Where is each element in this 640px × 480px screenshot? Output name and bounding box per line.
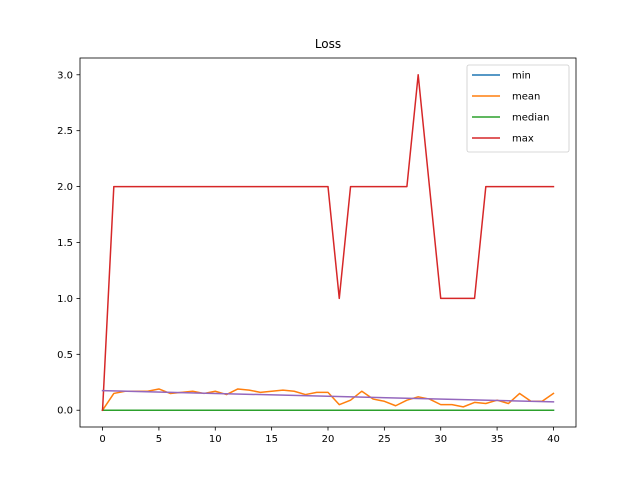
y-tick-label-5: 2.5 (57, 126, 73, 137)
legend-label-mean: mean (512, 92, 540, 103)
axes: 0 5 10 15 20 25 30 35 40 0.0 0.5 1.0 1.5 2.0 2.5 3.0 (57, 57, 577, 445)
x-tick-label-15: 15 (265, 434, 278, 445)
legend-label-max: max (512, 134, 534, 145)
x-tick-label-30: 30 (434, 434, 447, 445)
x-tick-label-35: 35 (491, 434, 504, 445)
trend-line-0 (101, 389, 555, 403)
y-tick-label-1: 0.5 (57, 350, 73, 361)
legend-label-min: min (512, 71, 531, 82)
x-tick-label-25: 25 (378, 434, 391, 445)
x-tick-label-10: 10 (209, 434, 222, 445)
y-tick-label-3: 1.5 (57, 238, 73, 249)
legend-box (466, 64, 570, 153)
y-tick-label-0: 0.0 (57, 406, 73, 417)
legend: min mean median max (466, 64, 570, 153)
series-line-max (101, 74, 555, 412)
y-tick-label-4: 2.0 (57, 182, 73, 193)
x-tick-label-5: 5 (156, 434, 162, 445)
plot-lines (101, 74, 555, 412)
chart-title: Loss (315, 37, 341, 51)
y-tick-label-2: 1.0 (57, 294, 73, 305)
x-tick-label-40: 40 (547, 434, 560, 445)
x-tick-label-0: 0 (99, 434, 105, 445)
x-tick-label-20: 20 (322, 434, 335, 445)
y-tick-label-6: 3.0 (57, 70, 73, 81)
legend-label-median: median (512, 113, 550, 124)
